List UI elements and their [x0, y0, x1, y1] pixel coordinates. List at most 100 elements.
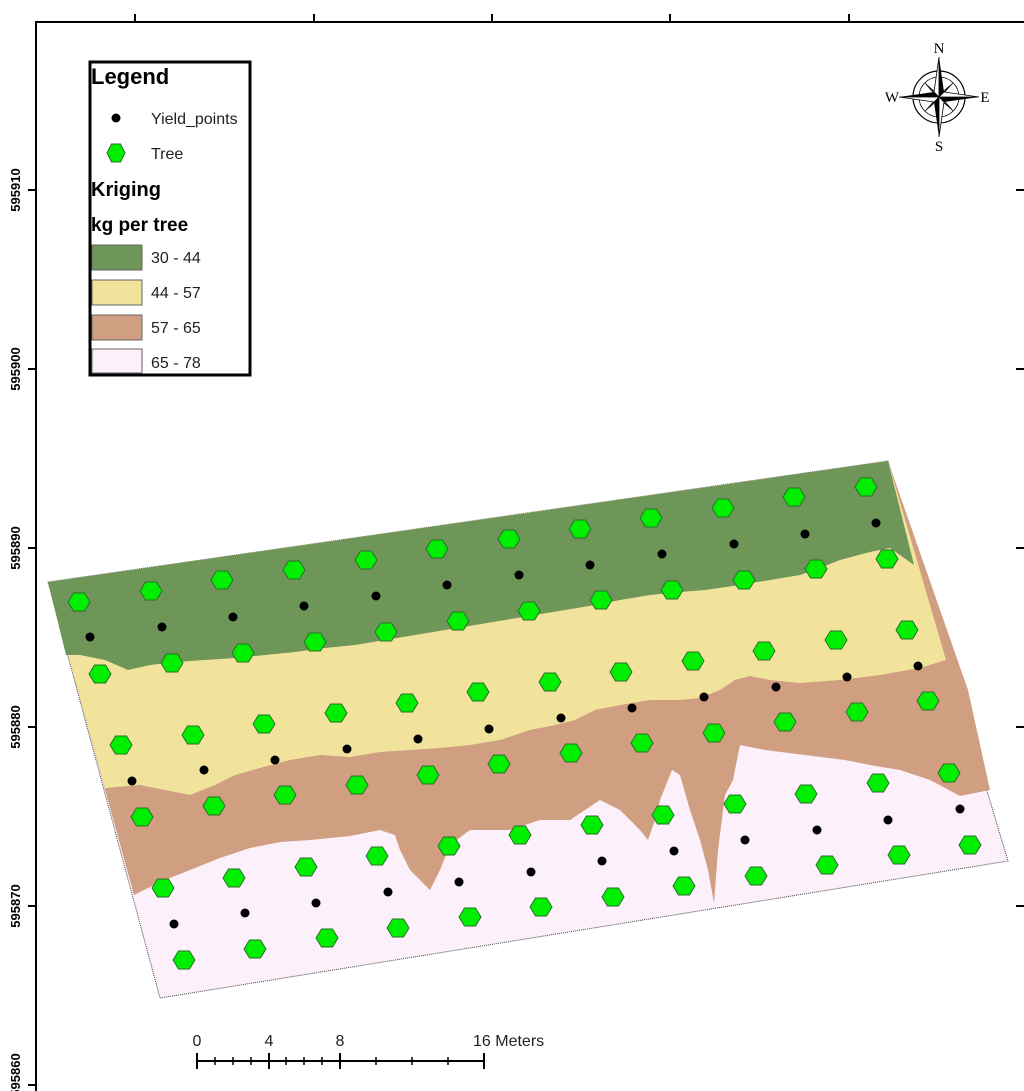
yield-point [228, 612, 238, 622]
yield-point [669, 846, 679, 856]
legend-swatch-30-44 [91, 244, 143, 271]
yield-point [657, 549, 667, 559]
yield-point [842, 672, 852, 682]
tree-hexagon-icon [958, 835, 982, 855]
tree-hexagon-icon [466, 682, 490, 702]
legend-class-label: 30 - 44 [151, 250, 201, 267]
tree-hexagon-icon [324, 703, 348, 723]
yield-point [514, 570, 524, 580]
yield-point [299, 601, 309, 611]
tree-hexagon-icon [845, 702, 869, 722]
tree-hexagon-icon [672, 876, 696, 896]
tree-hexagon-icon [752, 641, 776, 661]
y-tick-label: 595860 [8, 1053, 23, 1091]
tree-hexagon-icon [487, 754, 511, 774]
trees-layer [67, 477, 982, 970]
yield-points-layer [85, 518, 965, 929]
green-hexagon-icon [106, 143, 126, 163]
yield-point [383, 887, 393, 897]
yield-point [454, 877, 464, 887]
tree-hexagon-icon [294, 857, 318, 877]
tree-hexagon-icon [804, 559, 828, 579]
legend-swatch-57-65 [91, 314, 143, 341]
side-ticks [28, 189, 1024, 1086]
compass-rose-icon: N S E W [885, 41, 990, 155]
tree-hexagon-icon [916, 691, 940, 711]
tree-hexagon-icon [395, 693, 419, 713]
yield-point [85, 632, 95, 642]
yield-point [699, 692, 709, 702]
tree-hexagon-icon [151, 878, 175, 898]
tree-hexagon-icon [589, 590, 613, 610]
tree-hexagon-icon [875, 549, 899, 569]
compass-west-label: W [885, 90, 900, 106]
tree-hexagon-icon [243, 939, 267, 959]
tree-hexagon-icon [130, 807, 154, 827]
tree-hexagon-icon [139, 581, 163, 601]
scale-label-0: 0 [193, 1033, 202, 1050]
tree-hexagon-icon [529, 897, 553, 917]
tree-hexagon-icon [425, 539, 449, 559]
compass-east-label: E [980, 90, 989, 106]
scale-bar: 0 4 8 16 Meters [193, 1033, 544, 1069]
yield-point [526, 867, 536, 877]
yield-point [883, 815, 893, 825]
tree-hexagon-icon [773, 712, 797, 732]
tree-hexagon-icon [252, 714, 276, 734]
map-frame [35, 21, 1024, 1091]
black-dot-icon [111, 113, 121, 123]
tree-hexagon-icon [517, 601, 541, 621]
yield-point [812, 825, 822, 835]
legend-swatch-44-57 [91, 279, 143, 306]
tree-hexagon-icon [273, 785, 297, 805]
yield-point [413, 734, 423, 744]
tree-hexagon-icon [202, 796, 226, 816]
tree-hexagon-icon [315, 928, 339, 948]
tree-hexagon-icon [782, 487, 806, 507]
yield-point [729, 539, 739, 549]
class-30-44-zone [48, 461, 914, 670]
yield-point [627, 703, 637, 713]
yield-point [913, 661, 923, 671]
tree-hexagon-icon [446, 611, 470, 631]
tree-hexagon-icon [824, 630, 848, 650]
y-tick-label: 595890 [8, 526, 23, 569]
compass-south-label: S [935, 139, 943, 155]
tree-hexagon-icon [815, 855, 839, 875]
yield-point [556, 713, 566, 723]
tree-hexagon-icon [744, 866, 768, 886]
yield-point [342, 744, 352, 754]
yield-point [800, 529, 810, 539]
tree-hexagon-icon [723, 794, 747, 814]
tree-hexagon-icon [794, 784, 818, 804]
tree-hexagon-icon [937, 763, 961, 783]
tree-hexagon-icon [887, 845, 911, 865]
yield-point [771, 682, 781, 692]
tree-hexagon-icon [181, 725, 205, 745]
y-tick-label: 595870 [8, 884, 23, 927]
tree-hexagon-icon [711, 498, 735, 518]
legend-swatch-65-78 [91, 348, 143, 374]
legend-tree-label: Tree [151, 146, 183, 163]
tree-hexagon-icon [630, 733, 654, 753]
tree-hexagon-icon [651, 805, 675, 825]
tree-hexagon-icon [702, 723, 726, 743]
tree-hexagon-icon [681, 651, 705, 671]
tree-hexagon-icon [609, 662, 633, 682]
y-tick-label: 595910 [8, 168, 23, 211]
legend-surface-title: Kriging [91, 179, 161, 201]
scale-label-4: 4 [265, 1033, 274, 1050]
yield-point [311, 898, 321, 908]
scale-label-16: 16 Meters [473, 1033, 544, 1050]
tree-hexagon-icon [172, 950, 196, 970]
yield-point [597, 856, 607, 866]
tree-hexagon-icon [866, 773, 890, 793]
tree-hexagon-icon [601, 887, 625, 907]
yield-point [740, 835, 750, 845]
legend-class-label: 44 - 57 [151, 285, 201, 302]
tree-hexagon-icon [160, 653, 184, 673]
yield-point [955, 804, 965, 814]
yield-point [169, 919, 179, 929]
tree-hexagon-icon [416, 765, 440, 785]
tree-hexagon-icon [88, 664, 112, 684]
